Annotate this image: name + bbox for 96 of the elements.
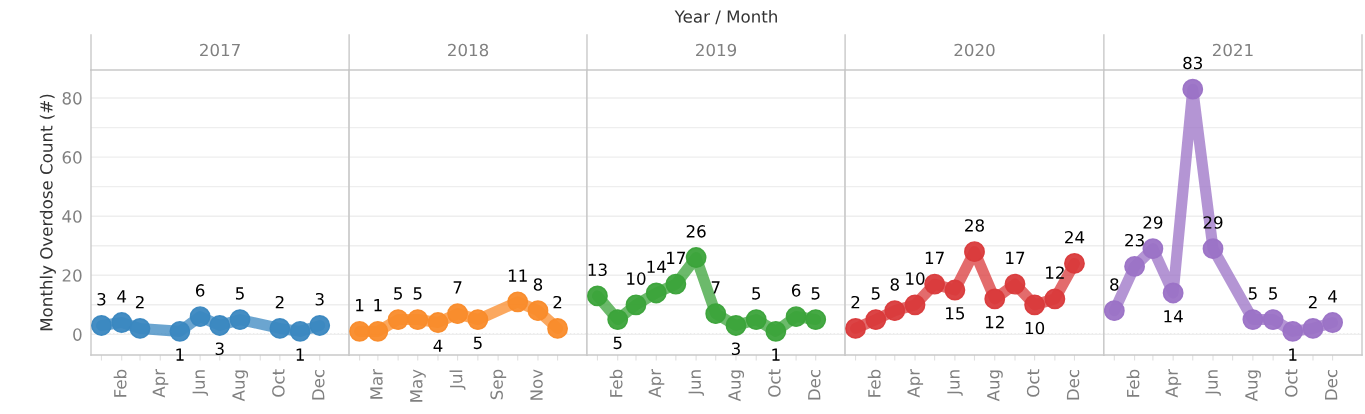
chart-title: 2021 [1212, 43, 1253, 57]
data-label: 8 [890, 278, 899, 291]
data-label: 2 [553, 295, 562, 309]
data-label: 15 [946, 307, 965, 320]
x-tick-label: Dec [808, 369, 821, 400]
x-tick-label: Aug [728, 370, 745, 402]
data-label: 5 [1248, 287, 1257, 300]
data-label: 29 [1143, 216, 1163, 229]
x-tick-label: Dec [1066, 369, 1080, 400]
data-label: 4 [1328, 290, 1337, 303]
x-tick-label: Aug [1245, 370, 1261, 402]
data-label: 14 [1164, 310, 1183, 323]
x-tick-label: Nov [530, 369, 543, 400]
data-label: 5 [235, 287, 244, 300]
data-label: 4 [433, 339, 443, 352]
data-label: 17 [925, 251, 944, 264]
data-label: 1 [296, 348, 304, 361]
data-label: 5 [811, 287, 820, 300]
data-label: 5 [613, 336, 622, 350]
y-tick-label: 0 [73, 328, 82, 341]
data-label: 14 [647, 260, 666, 273]
data-label: 17 [667, 251, 686, 264]
x-tick-label: May [410, 369, 426, 402]
x-tick-label: Jul [449, 370, 466, 390]
data-label: 3 [731, 342, 740, 356]
data-label: 2 [851, 295, 860, 309]
x-tick-label: Jun [688, 370, 705, 396]
x-tick-label: Jun [192, 370, 209, 396]
x-tick-label: Oct [272, 369, 285, 397]
x-tick-label: Feb [867, 369, 881, 397]
x-tick-label: Oct [1284, 369, 1298, 397]
x-tick-label: Dec [312, 369, 325, 400]
data-label: 8 [533, 278, 543, 291]
x-tick-label: Feb [1126, 369, 1140, 397]
data-label: 3 [97, 292, 106, 306]
data-label: 6 [791, 284, 801, 297]
data-label: 23 [1125, 233, 1144, 247]
data-label: 2 [275, 295, 284, 309]
data-label: 17 [1006, 251, 1025, 264]
data-label: 3 [215, 342, 224, 356]
x-tick-label: Jun [1205, 370, 1221, 396]
data-label: 1 [1289, 348, 1297, 361]
data-label: 12 [1046, 266, 1064, 279]
data-label: 5 [871, 287, 880, 300]
data-label: 1 [772, 348, 780, 361]
data-label: 2 [1308, 295, 1317, 309]
data-label: 5 [413, 287, 422, 300]
data-label: 6 [195, 284, 205, 297]
x-tick-label: Sep [490, 369, 507, 400]
data-label: 4 [117, 290, 127, 303]
data-label: 5 [752, 287, 761, 300]
data-label: 7 [453, 281, 462, 294]
data-label: 28 [965, 219, 984, 232]
x-tick-label: Apr [907, 368, 924, 398]
data-label: 10 [1025, 321, 1045, 335]
x-tick-label: Oct [768, 369, 781, 397]
x-tick-label: Oct [1026, 369, 1040, 397]
data-label: 12 [985, 315, 1004, 329]
chart-title: 2020 [954, 43, 995, 57]
y-tick-label: 20 [62, 269, 82, 282]
y-tick-label: 60 [62, 151, 82, 164]
data-label: 13 [588, 263, 607, 277]
data-label: 5 [1269, 287, 1277, 300]
x-tick-label: Apr [152, 368, 169, 398]
x-tick-label: Feb [113, 369, 127, 397]
chart-title: 2017 [200, 43, 240, 57]
data-label: 1 [374, 299, 382, 312]
chart-title: 2019 [696, 43, 737, 57]
data-label: 5 [473, 336, 482, 350]
data-label: 7 [711, 281, 720, 294]
data-label: 24 [1065, 230, 1085, 244]
data-label: 29 [1203, 216, 1223, 229]
x-tick-label: Apr [1165, 368, 1182, 398]
x-tick-label: Feb [609, 369, 623, 397]
x-tick-label: Aug [987, 370, 1003, 402]
x-tick-label: Aug [232, 370, 249, 402]
data-label: 11 [508, 269, 527, 282]
x-tick-label: Dec [1325, 369, 1338, 400]
y-tick-label: 40 [62, 210, 82, 223]
data-label: 83 [1183, 56, 1203, 70]
y-axis-title: Monthly Overdose Count (#) [39, 94, 56, 331]
data-label: 1 [356, 299, 364, 312]
chart-title: 2018 [448, 43, 489, 57]
data-label: 2 [135, 295, 144, 309]
data-label: 3 [315, 292, 324, 306]
text: Year / Month [674, 9, 777, 25]
data-label: 8 [1110, 278, 1119, 291]
data-label: 5 [394, 287, 402, 300]
y-tick-label: 80 [62, 92, 82, 105]
x-tick-label: Jun [947, 370, 963, 396]
data-label: 10 [627, 272, 646, 285]
data-label: 26 [686, 225, 706, 238]
data-label: 10 [906, 272, 925, 285]
x-tick-label: Apr [648, 368, 665, 398]
data-label: 1 [176, 348, 184, 361]
x-tick-label: Mar [370, 368, 383, 399]
